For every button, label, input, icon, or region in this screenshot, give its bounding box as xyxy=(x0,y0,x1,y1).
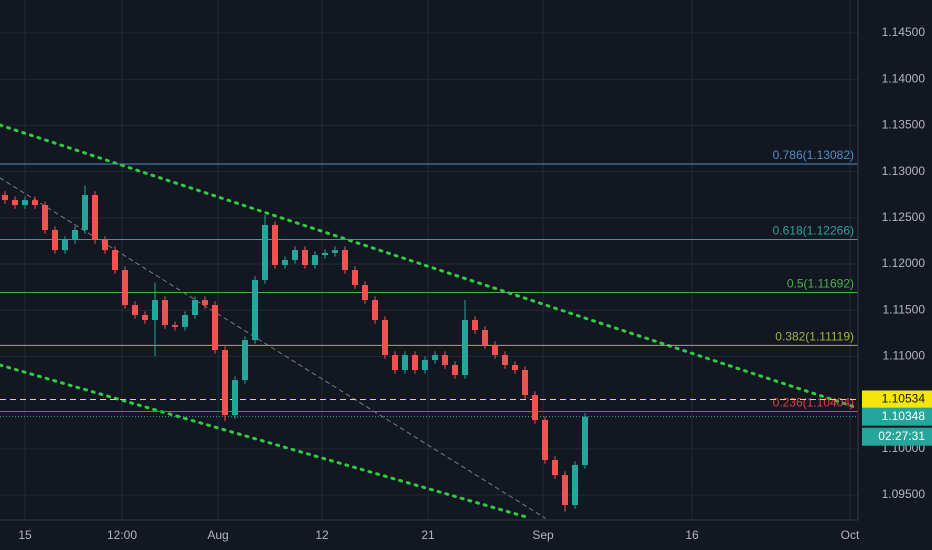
candle-body xyxy=(342,250,348,271)
candle-body xyxy=(392,355,398,371)
y-tick-label: 1.14500 xyxy=(882,25,926,39)
x-tick-label: 16 xyxy=(685,528,699,542)
candle-body xyxy=(522,370,528,396)
trendline xyxy=(0,123,860,410)
candle-body xyxy=(142,315,148,321)
fib-label: 0.5(1.11692) xyxy=(787,277,854,291)
candle-body xyxy=(22,200,28,206)
candle-body xyxy=(562,475,568,506)
candle-body xyxy=(542,420,548,461)
candle-body xyxy=(552,460,558,476)
trendline xyxy=(0,177,546,519)
x-tick-label: 15 xyxy=(18,528,32,542)
candle-body xyxy=(262,225,268,281)
candle-body xyxy=(82,194,88,231)
y-tick-label: 1.14000 xyxy=(882,71,926,85)
candle-body xyxy=(412,355,418,371)
last-price-label: 1.10348 xyxy=(882,409,926,423)
candle-body xyxy=(192,300,198,316)
candle-body xyxy=(222,350,228,416)
countdown-box xyxy=(862,427,932,446)
candle-body xyxy=(572,465,578,506)
alert-price-box xyxy=(862,390,932,409)
y-tick-label: 1.09500 xyxy=(882,487,926,501)
fib-label: 0.236(1.10404) xyxy=(773,396,854,410)
candle-body xyxy=(462,320,468,376)
candle-body xyxy=(112,250,118,271)
candle-body xyxy=(132,305,138,316)
y-tick-label: 1.11000 xyxy=(883,349,926,363)
fib-label: 0.618(1.12266) xyxy=(773,224,854,238)
candle-body xyxy=(182,315,188,327)
candle-body xyxy=(12,200,18,206)
candle-body xyxy=(472,320,478,331)
candle-body xyxy=(422,360,428,371)
candle-body xyxy=(502,355,508,366)
candle-body xyxy=(302,250,308,266)
candle-body xyxy=(382,320,388,356)
countdown-label: 02:27:31 xyxy=(878,429,925,443)
candle-body xyxy=(362,284,368,301)
candle-body xyxy=(452,365,458,376)
y-tick-label: 1.12500 xyxy=(882,210,926,224)
alert-price-label: 1.10534 xyxy=(882,392,926,406)
candle-body xyxy=(352,270,358,285)
candle-body xyxy=(62,239,68,251)
y-tick-label: 1.13500 xyxy=(882,118,926,132)
candle-body xyxy=(162,300,168,326)
candle-body xyxy=(402,355,408,371)
y-tick-label: 1.11500 xyxy=(883,302,926,316)
candle-body xyxy=(202,300,208,306)
x-tick-label: Sep xyxy=(532,528,554,542)
candle-body xyxy=(102,239,108,251)
candle-body xyxy=(52,230,58,251)
candle-body xyxy=(442,355,448,366)
x-tick-label: Aug xyxy=(207,528,228,542)
x-tick-label: 21 xyxy=(421,528,435,542)
candle-body xyxy=(282,260,288,266)
candle-body xyxy=(122,270,128,306)
candle-body xyxy=(582,416,588,466)
candle-body xyxy=(372,300,378,321)
fib-label: 0.786(1.13082) xyxy=(773,148,854,162)
candle-body xyxy=(152,300,158,321)
candle-body xyxy=(512,365,518,371)
x-tick-label: 12:00 xyxy=(107,528,137,542)
candle-body xyxy=(332,250,338,253)
candle-body xyxy=(252,280,258,341)
y-tick-label: 1.13000 xyxy=(882,164,926,178)
candle-body xyxy=(482,330,488,346)
candle-body xyxy=(242,340,248,381)
x-tick-label: 12 xyxy=(315,528,329,542)
candle-body xyxy=(532,395,538,421)
y-tick-label: 1.12000 xyxy=(882,256,926,270)
candle-body xyxy=(72,230,78,240)
candle-body xyxy=(292,250,298,261)
candle-body xyxy=(272,225,278,266)
candle-body xyxy=(2,194,8,201)
candle-body xyxy=(212,305,218,351)
candle-body xyxy=(92,194,98,240)
candle-body xyxy=(232,380,238,416)
last-price-box xyxy=(862,407,932,426)
candle-body xyxy=(322,252,328,256)
candle-body xyxy=(172,325,178,327)
candle-body xyxy=(42,205,48,231)
x-tick-label: Oct xyxy=(841,528,860,542)
candle-body xyxy=(492,345,498,356)
fib-label: 0.382(1.11119) xyxy=(775,330,854,344)
candle-body xyxy=(32,200,38,206)
candle-body xyxy=(312,255,318,266)
candle-body xyxy=(432,355,438,361)
